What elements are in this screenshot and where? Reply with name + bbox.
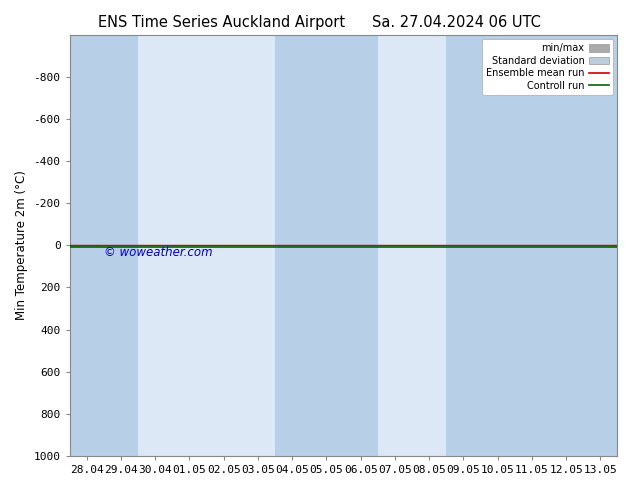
Bar (515, 35, 549, 456)
Y-axis label: Min Temperature 2m (°C): Min Temperature 2m (°C) (15, 171, 28, 320)
Bar (481, 35, 515, 456)
Bar (446, 35, 481, 456)
Legend: min/max, Standard deviation, Ensemble mean run, Controll run: min/max, Standard deviation, Ensemble me… (482, 40, 612, 95)
Text: © woweather.com: © woweather.com (104, 246, 212, 259)
Bar (583, 35, 618, 456)
Bar (275, 35, 309, 456)
Bar (104, 35, 138, 456)
Text: Sa. 27.04.2024 06 UTC: Sa. 27.04.2024 06 UTC (372, 15, 541, 30)
Bar (344, 35, 378, 456)
Bar (549, 35, 583, 456)
Bar (309, 35, 344, 456)
Bar (70, 35, 104, 456)
Text: ENS Time Series Auckland Airport: ENS Time Series Auckland Airport (98, 15, 346, 30)
